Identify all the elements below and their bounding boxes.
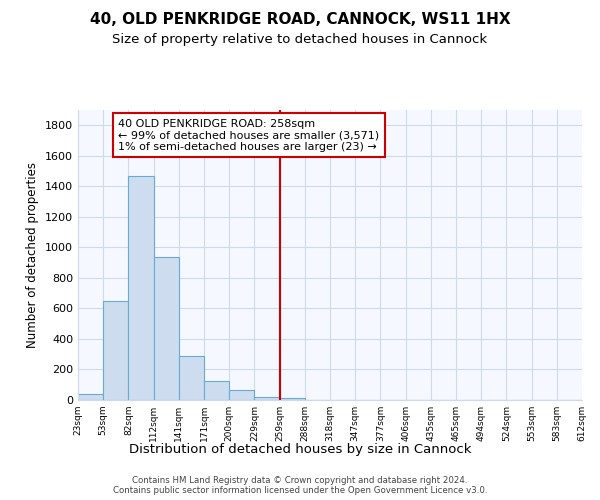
Bar [78,394,103,400]
Bar [229,390,254,400]
Text: Distribution of detached houses by size in Cannock: Distribution of detached houses by size … [129,442,471,456]
Text: 40 OLD PENKRIDGE ROAD: 258sqm
← 99% of detached houses are smaller (3,571)
1% of: 40 OLD PENKRIDGE ROAD: 258sqm ← 99% of d… [118,118,379,152]
Text: 40, OLD PENKRIDGE ROAD, CANNOCK, WS11 1HX: 40, OLD PENKRIDGE ROAD, CANNOCK, WS11 1H… [89,12,511,28]
Bar [128,176,154,400]
Bar [204,381,229,400]
Bar [103,301,128,400]
Y-axis label: Number of detached properties: Number of detached properties [26,162,40,348]
Bar [280,398,305,400]
Bar [254,396,280,400]
Text: Contains HM Land Registry data © Crown copyright and database right 2024.
Contai: Contains HM Land Registry data © Crown c… [113,476,487,495]
Bar [179,356,204,400]
Bar [154,258,179,400]
Text: Size of property relative to detached houses in Cannock: Size of property relative to detached ho… [112,32,488,46]
